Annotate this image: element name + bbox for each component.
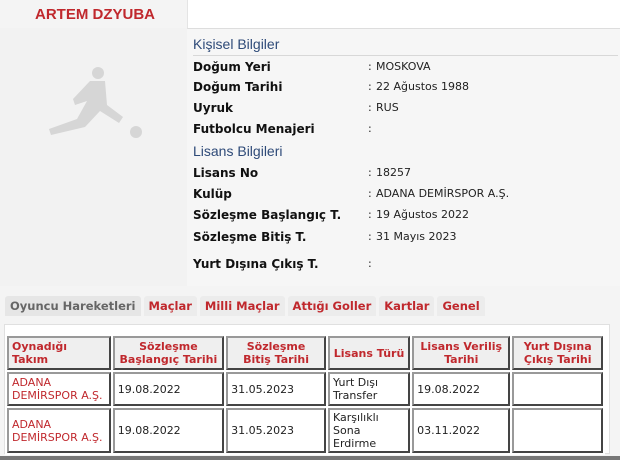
field-value: 31 Mayıs 2023 (376, 230, 457, 243)
table-cell (512, 408, 603, 453)
bottom-border (0, 456, 620, 460)
transfers-table: Oynadığı Takım Sözleşme Başlangıç Tarihi S… (5, 334, 605, 455)
tab-1[interactable]: Maçlar (143, 296, 197, 316)
field-value: RUS (376, 101, 399, 114)
column-header: Oynadığı Takım (7, 336, 111, 370)
tab-4[interactable]: Kartlar (379, 296, 435, 316)
colon: : (368, 166, 372, 179)
field-label: Lisans No (193, 166, 259, 180)
column-header: Sözleşme Başlangıç Tarihi (112, 336, 225, 370)
colon: : (368, 60, 372, 73)
column-header: Yurt Dışına Çıkış Tarihi (512, 336, 603, 370)
table-cell: 31.05.2023 (226, 408, 327, 453)
info-panel (187, 29, 620, 286)
tab-2[interactable]: Milli Maçlar (199, 296, 285, 316)
table-cell: Yurt Dışı Transfer (328, 372, 411, 406)
table-cell: 03.11.2022 (412, 408, 511, 453)
license-info-heading: Lisans Bilgileri (193, 143, 283, 159)
player-name: ARTEM DZYUBA (0, 0, 187, 28)
field-label: Futbolcu Menajeri (193, 122, 315, 136)
field-label: Doğum Yeri (193, 60, 271, 74)
colon: : (368, 122, 372, 135)
field-label: Yurt Dışına Çıkış T. (193, 257, 319, 271)
field-label: Sözleşme Başlangıç T. (193, 208, 342, 222)
table-cell: 31.05.2023 (226, 372, 327, 406)
field-label: Kulüp (193, 187, 232, 201)
team-link[interactable]: ADANA DEMİRSPOR A.Ş. (7, 372, 111, 406)
field-value: 19 Ağustos 2022 (376, 208, 469, 221)
colon: : (368, 80, 372, 93)
field-value: MOSKOVA (376, 60, 431, 73)
column-header: Lisans Türü (328, 336, 411, 370)
column-header: Lisans Veriliş Tarihi (412, 336, 511, 370)
tab-3[interactable]: Attığı Goller (287, 296, 377, 316)
table-cell: Karşılıklı Sona Erdirme (328, 408, 411, 453)
table-cell: 19.08.2022 (112, 372, 225, 406)
table-cell: 19.08.2022 (112, 408, 225, 453)
table-cell (512, 372, 603, 406)
colon: : (368, 230, 372, 243)
top-bar (187, 0, 620, 29)
table-cell: 19.08.2022 (412, 372, 511, 406)
tab-5[interactable]: Genel (437, 296, 485, 316)
tab-0[interactable]: Oyuncu Hareketleri (5, 296, 141, 316)
table-row: ADANA DEMİRSPOR A.Ş. 19.08.2022 31.05.2023… (7, 408, 603, 453)
field-label: Doğum Tarihi (193, 80, 283, 94)
field-label: Sözleşme Bitiş T. (193, 230, 307, 244)
field-value: ADANA DEMİRSPOR A.Ş. (376, 187, 510, 200)
colon: : (368, 187, 372, 200)
team-link[interactable]: ADANA DEMİRSPOR A.Ş. (7, 408, 111, 453)
personal-info-heading: Kişisel Bilgiler (193, 36, 618, 56)
colon: : (368, 208, 372, 221)
field-label: Uyruk (193, 101, 234, 115)
player-silhouette-icon (49, 67, 142, 138)
column-header: Sözleşme Bitiş Tarihi (226, 336, 327, 370)
table-row: ADANA DEMİRSPOR A.Ş. 19.08.2022 31.05.2023… (7, 372, 603, 406)
tab-bar: Oyuncu Hareketleri Maçlar Milli Maçlar Attı… (5, 296, 485, 316)
colon: : (368, 101, 372, 114)
colon: : (368, 257, 372, 270)
field-value: 22 Ağustos 1988 (376, 80, 469, 93)
field-value: 18257 (376, 166, 411, 179)
